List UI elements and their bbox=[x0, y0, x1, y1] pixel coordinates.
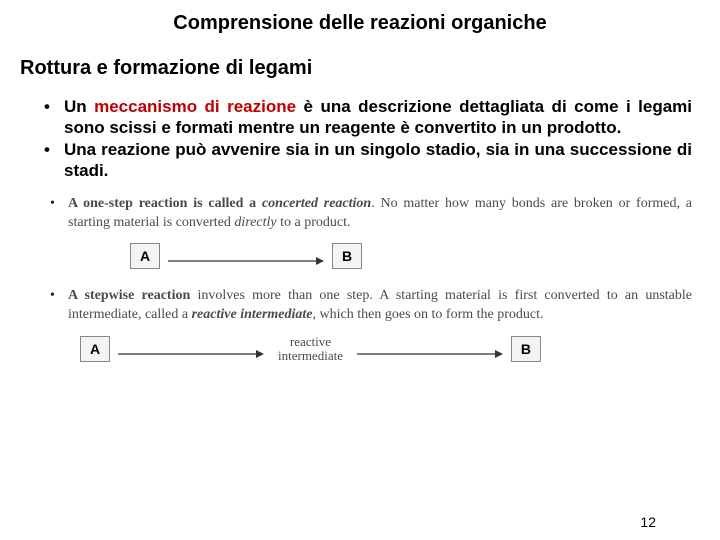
arrow-2a bbox=[116, 348, 266, 349]
italian-bullets: Un meccanismo di reazione è una descrizi… bbox=[20, 96, 700, 181]
english-block-2: A stepwise reaction involves more than o… bbox=[20, 287, 700, 325]
node-a-2: A bbox=[80, 336, 110, 362]
e1-italic-d: directly bbox=[234, 215, 276, 230]
e2-d: , which then goes on to form the product… bbox=[313, 307, 544, 322]
english-bullet-2: A stepwise reaction involves more than o… bbox=[50, 287, 692, 325]
intermediate-label: reactive intermediate bbox=[272, 335, 349, 364]
subtitle: Rottura e formazione di legami bbox=[20, 57, 700, 80]
diagram-stepwise: A reactive intermediate B bbox=[20, 335, 700, 364]
bullet-1-highlight: meccanismo di reazione bbox=[94, 97, 296, 116]
english-block-1: A one-step reaction is called a concerte… bbox=[20, 195, 700, 233]
e1-italic-b: concerted reaction bbox=[262, 196, 371, 211]
bullet-1-pre: Un bbox=[64, 97, 94, 116]
bullet-1: Un meccanismo di reazione è una descrizi… bbox=[50, 96, 692, 139]
e2-bold-a: A stepwise reaction bbox=[68, 288, 190, 303]
page-title: Comprensione delle reazioni organiche bbox=[20, 12, 700, 35]
arrow-1 bbox=[166, 255, 326, 256]
intermediate-line1: reactive bbox=[278, 335, 343, 349]
e1-bold-a: A one-step reaction is called a bbox=[68, 196, 262, 211]
node-b-1: B bbox=[332, 243, 362, 269]
e1-e: to a product. bbox=[277, 215, 351, 230]
e2-italic-c: reactive intermediate bbox=[192, 307, 313, 322]
page-number: 12 bbox=[640, 514, 656, 530]
intermediate-line2: intermediate bbox=[278, 349, 343, 363]
node-b-2: B bbox=[511, 336, 541, 362]
diagram-concerted: A B bbox=[20, 243, 700, 269]
bullet-2: Una reazione può avvenire sia in un sing… bbox=[50, 139, 692, 182]
arrow-2b bbox=[355, 348, 505, 349]
node-a-1: A bbox=[130, 243, 160, 269]
english-bullet-1: A one-step reaction is called a concerte… bbox=[50, 195, 692, 233]
